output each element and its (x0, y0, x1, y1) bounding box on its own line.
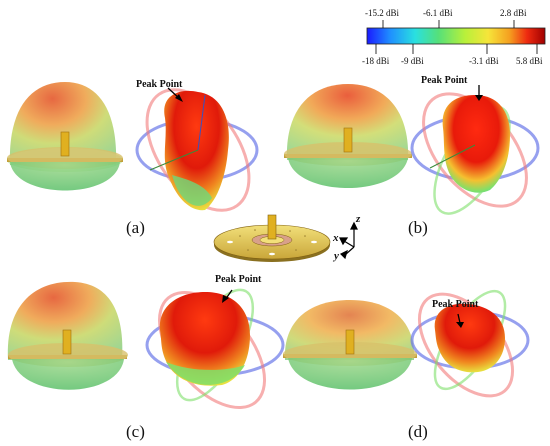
axis-label-z: z (356, 213, 361, 225)
colorbar-label-bottom-4: 5.8 dBi (516, 56, 543, 66)
panel-a-far-field-3d (7, 82, 123, 191)
panel-d-far-field-3d (283, 300, 417, 390)
panel-label-a: (a) (126, 218, 145, 237)
axis-label-x: x (333, 232, 339, 244)
panel-label-c: (c) (126, 422, 145, 441)
panel-c-radiation-lobe (145, 288, 285, 410)
colorbar-label-bottom-3: -3.1 dBi (469, 56, 499, 66)
colorbar-label-top-2: -6.1 dBi (423, 8, 453, 18)
peak-label-d: Peak Point (432, 299, 479, 310)
axis-label-y: y (334, 250, 339, 262)
panel-label-d: (d) (408, 422, 428, 441)
colorbar-label-top-3: 2.8 dBi (500, 8, 527, 18)
antenna-geometry (213, 214, 331, 262)
peak-label-c: Peak Point (215, 274, 262, 285)
colorbar-label-bottom-2: -9 dBi (401, 56, 424, 66)
colorbar (366, 20, 546, 54)
panel-b-far-field-3d (284, 84, 412, 188)
peak-label-b: Peak Point (421, 75, 468, 86)
panel-b-radiation-lobe (410, 92, 540, 215)
colorbar-label-bottom-1: -18 dBi (362, 56, 390, 66)
colorbar-label-top-1: -15.2 dBi (365, 8, 400, 18)
panel-label-b: (b) (408, 218, 428, 237)
coordinate-axes (339, 221, 358, 260)
peak-arrow-d (457, 313, 461, 324)
panel-d-radiation-lobe (410, 289, 530, 398)
panel-a-radiation-lobe (135, 88, 259, 212)
peak-label-a: Peak Point (136, 79, 183, 90)
panel-c-far-field-3d (7, 281, 128, 390)
